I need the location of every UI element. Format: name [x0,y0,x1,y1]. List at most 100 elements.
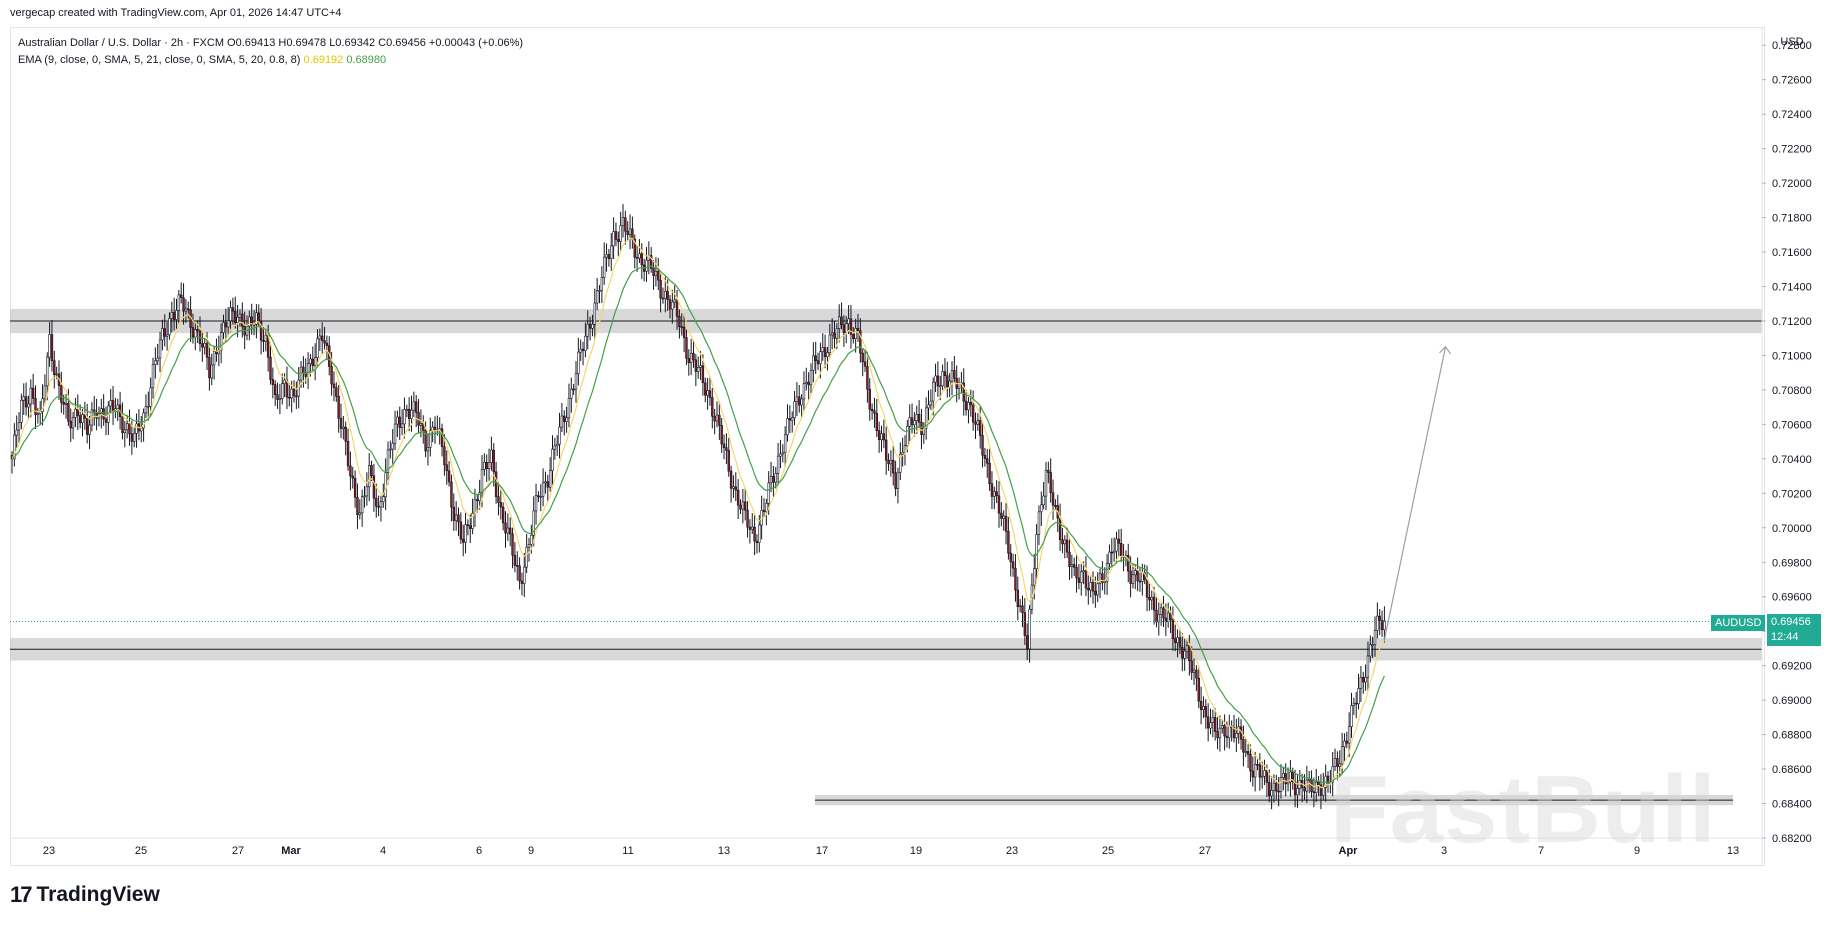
candle-body [1127,555,1130,572]
candle-body [713,415,716,422]
candle-body [121,416,124,433]
candle-body [704,382,707,396]
candle-body [1298,779,1302,789]
candle-body [645,259,648,272]
candle-body [870,408,874,412]
candle-body [600,277,604,291]
candle-body [1152,596,1156,611]
candle-body [546,481,550,488]
candle-body [269,356,272,380]
candle-body [1315,781,1318,794]
candle-body [621,217,625,227]
candle-body [1134,570,1137,576]
candle-body [50,334,54,361]
candle-body [464,524,467,543]
candle-body [1289,771,1292,783]
candle-body [62,402,65,405]
candle-body [476,499,479,502]
candle-body [156,357,159,362]
time-tick-label: 19 [910,845,922,857]
candle-body [1305,779,1309,792]
candle-body [398,416,401,428]
candle-body [929,400,933,406]
candle-body [353,477,357,498]
candle-body [593,302,597,325]
candle-body [1228,725,1231,739]
candle-body [257,312,260,323]
candle-body [823,347,827,358]
candle-body [1183,650,1186,659]
candle-body [920,421,923,435]
candle-body [140,427,143,432]
price-tick-label: 0.70200 [1772,488,1812,500]
candle-body [342,426,345,429]
candle-body [913,420,916,426]
candle-body [81,414,84,424]
candle-body [946,375,949,388]
candle-body [518,565,521,582]
candle-body [863,361,867,367]
candle-body [71,417,75,429]
candle-body [1178,637,1182,648]
candle-body [1077,577,1081,583]
candle-body [847,318,850,324]
candle-body [922,428,926,435]
candle-body [795,396,799,402]
candle-body [161,328,164,341]
candle-body [450,481,453,508]
candle-body [558,426,561,445]
candle-body [400,423,404,428]
tradingview-logo[interactable]: 17 TradingView [10,882,160,908]
candle-body [480,469,484,493]
candle-body [1261,775,1264,778]
price-tick-label: 0.68800 [1772,730,1812,742]
candle-body [1016,589,1020,608]
candle-body [779,453,782,457]
candle-body [238,313,242,318]
candle-body [1065,539,1069,553]
candle-body [1011,561,1015,569]
candle-body [997,495,1001,514]
candle-body [1223,725,1226,737]
candle-body [748,526,752,530]
candle-body [273,384,277,395]
candle-body [1014,567,1017,591]
candle-body [241,313,244,327]
candle-body [837,316,841,329]
candle-body [741,501,745,510]
candle-body [367,465,371,488]
candle-body [612,231,615,247]
chart-frame[interactable] [10,27,1765,866]
last-price-value: 0.69456 [1771,616,1811,628]
candle-body [485,462,488,469]
tradingview-mark-icon: 17 [10,882,33,907]
candle-body [191,327,195,338]
candle-body [1218,727,1222,739]
candle-body [661,297,665,300]
candle-body [154,360,157,365]
candle-body [628,228,632,236]
candle-body [1221,725,1224,729]
candle-body [767,482,770,504]
candle-body [349,465,352,477]
currency-label[interactable]: USD [1780,36,1804,48]
candle-body [1007,530,1010,554]
candle-body [283,379,286,384]
time-tick-label: 25 [1102,845,1114,857]
price-tick-label: 0.71200 [1772,316,1812,328]
candle-body [1138,580,1142,583]
time-tick-label: 3 [1441,845,1447,857]
candle-body [591,324,594,329]
candle-body [1253,763,1257,778]
candle-body [678,316,681,328]
candle-body [1054,505,1057,507]
candle-body [1171,619,1175,640]
candle-body [1002,515,1005,519]
chart-legend[interactable]: Australian Dollar / U.S. Dollar · 2h · F… [18,35,523,69]
candle-body [866,366,869,390]
candle-body [316,338,319,358]
ema-layer [11,237,1385,789]
candle-body [377,505,380,508]
candle-body [1157,614,1161,623]
